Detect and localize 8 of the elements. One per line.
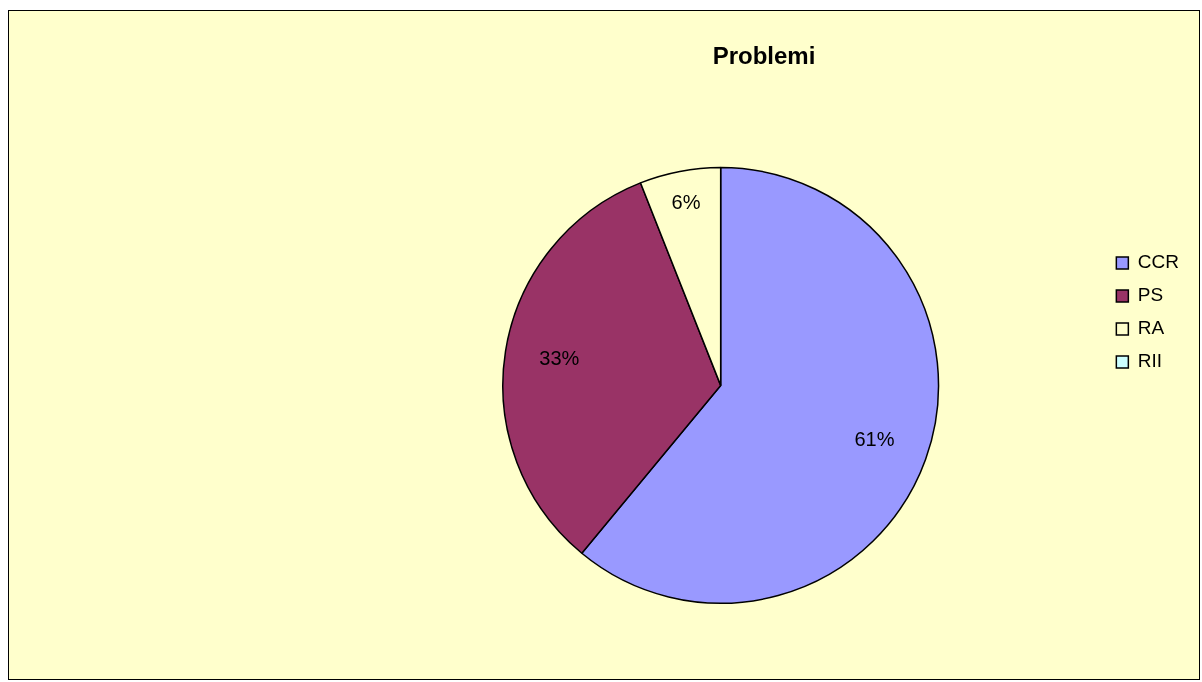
legend-label: RII [1137,350,1163,372]
data-label: 33% [539,347,580,370]
legend-label: PS [1137,284,1164,306]
legend-label: RA [1137,317,1165,339]
data-label: 61% [854,428,895,451]
legend-label: CCR [1137,251,1180,273]
chart-title: Problemi [712,42,816,70]
data-label: 6% [671,191,701,214]
